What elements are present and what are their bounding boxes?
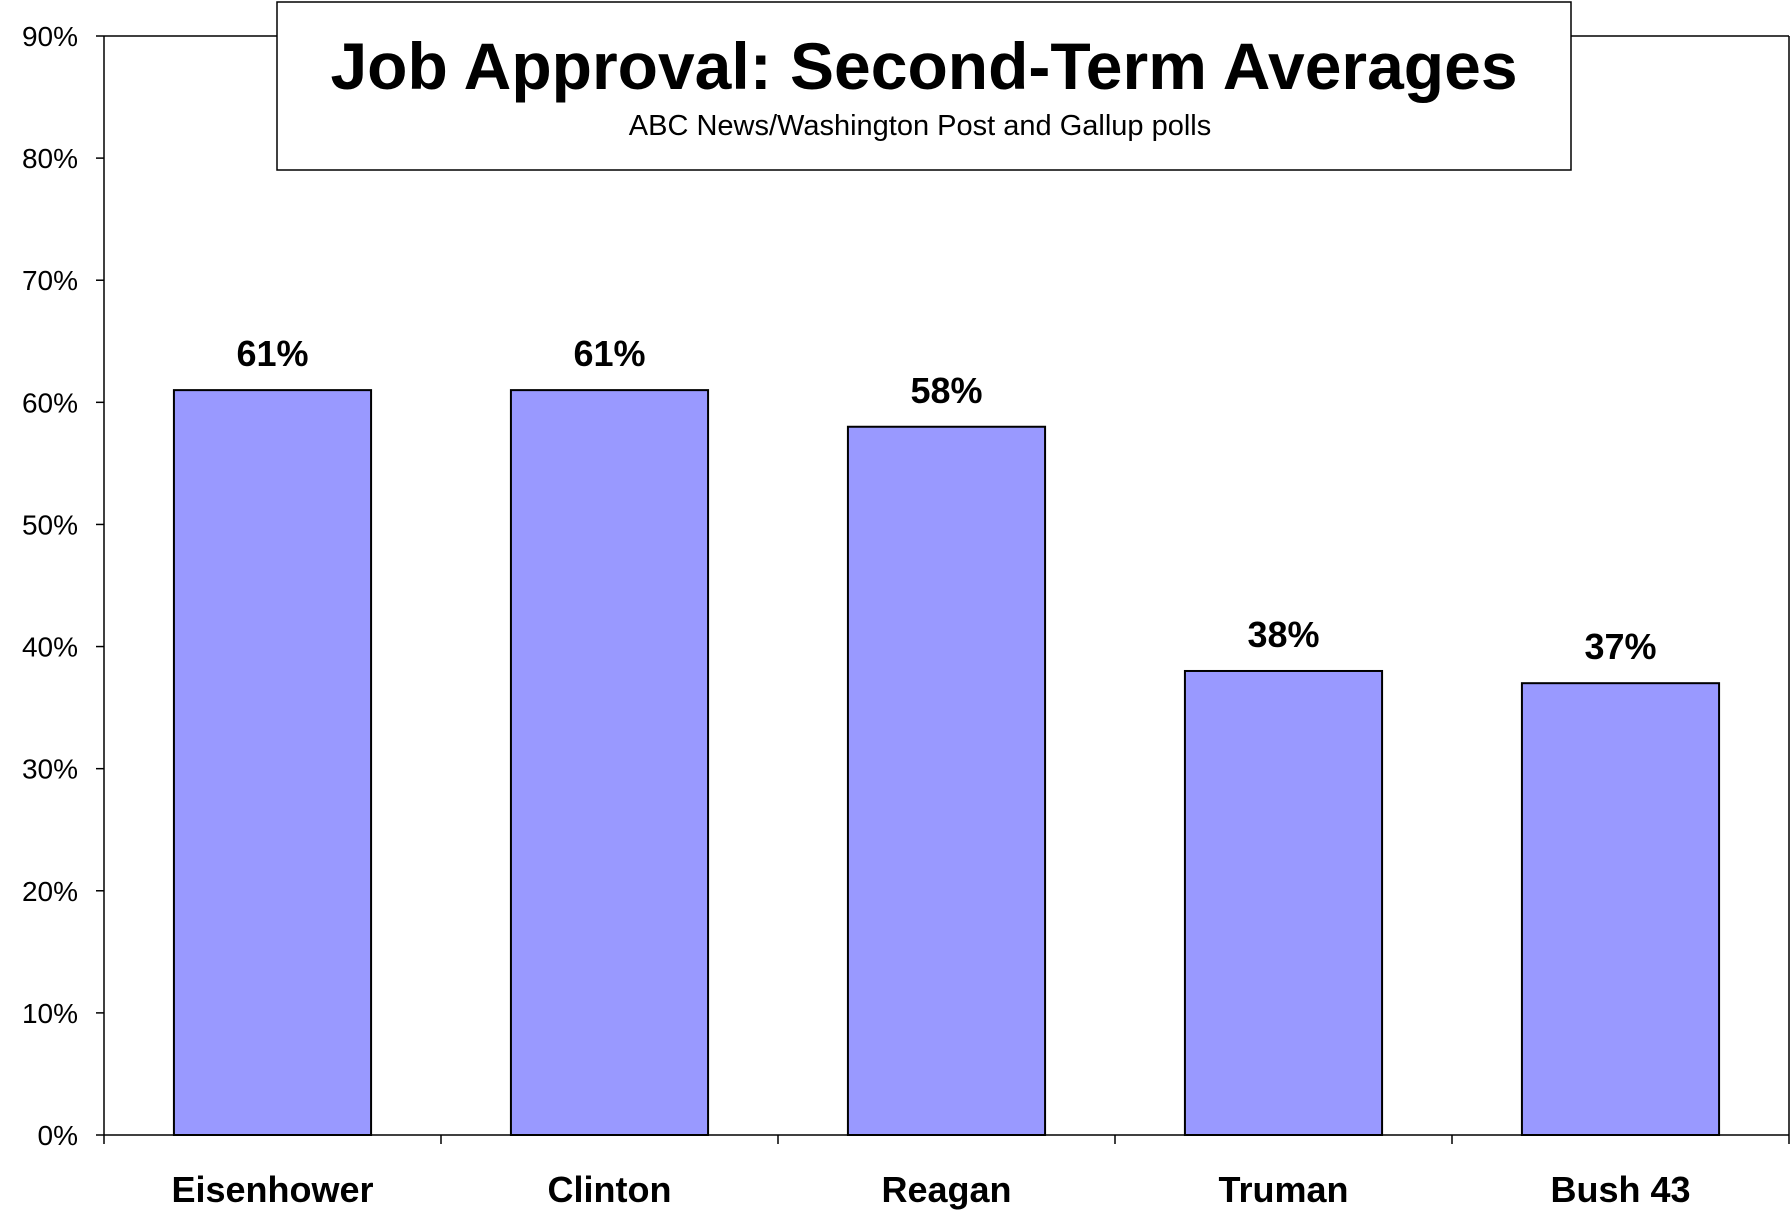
bar: [1520, 682, 1721, 1136]
y-tick-label: 90%: [22, 21, 78, 52]
y-tick-label: 30%: [22, 754, 78, 785]
chart-title: Job Approval: Second-Term Averages: [330, 29, 1517, 103]
bar: [509, 389, 710, 1137]
y-tick-label: 50%: [22, 509, 78, 540]
bar-value-label: 61%: [573, 333, 645, 374]
x-category-label: Truman: [1218, 1169, 1348, 1210]
x-axis: Eisenhower Clinton Reagan Truman Bush 43: [103, 1134, 1790, 1210]
bar: [172, 389, 373, 1137]
title-box: Job Approval: Second-Term Averages ABC N…: [276, 1, 1572, 171]
y-tick-label: 40%: [22, 632, 78, 663]
bar-value-label: 37%: [1584, 626, 1656, 667]
bar: [846, 425, 1047, 1136]
y-tick-label: 10%: [22, 998, 78, 1029]
bar-value-label: 38%: [1247, 614, 1319, 655]
bar-value-label: 61%: [236, 333, 308, 374]
title-box-frame: [276, 1, 1572, 171]
y-tick-label: 80%: [22, 143, 78, 174]
bars: [172, 389, 1721, 1137]
x-category-label: Reagan: [881, 1169, 1011, 1210]
y-tick-label: 60%: [22, 387, 78, 418]
x-category-label: Eisenhower: [171, 1169, 373, 1210]
bar: [1183, 669, 1384, 1136]
y-tick-label: 20%: [22, 876, 78, 907]
data-labels: 61% 61% 58% 38% 37%: [236, 333, 1656, 667]
y-tick-label: 0%: [38, 1120, 78, 1151]
bar-value-label: 58%: [910, 370, 982, 411]
x-category-label: Bush 43: [1550, 1169, 1690, 1210]
x-category-label: Clinton: [548, 1169, 672, 1210]
y-axis: 0% 10% 20% 30% 40% 50% 60% 70% 80% 90%: [22, 21, 105, 1151]
y-tick-label: 70%: [22, 265, 78, 296]
chart-subtitle: ABC News/Washington Post and Gallup poll…: [629, 110, 1211, 142]
